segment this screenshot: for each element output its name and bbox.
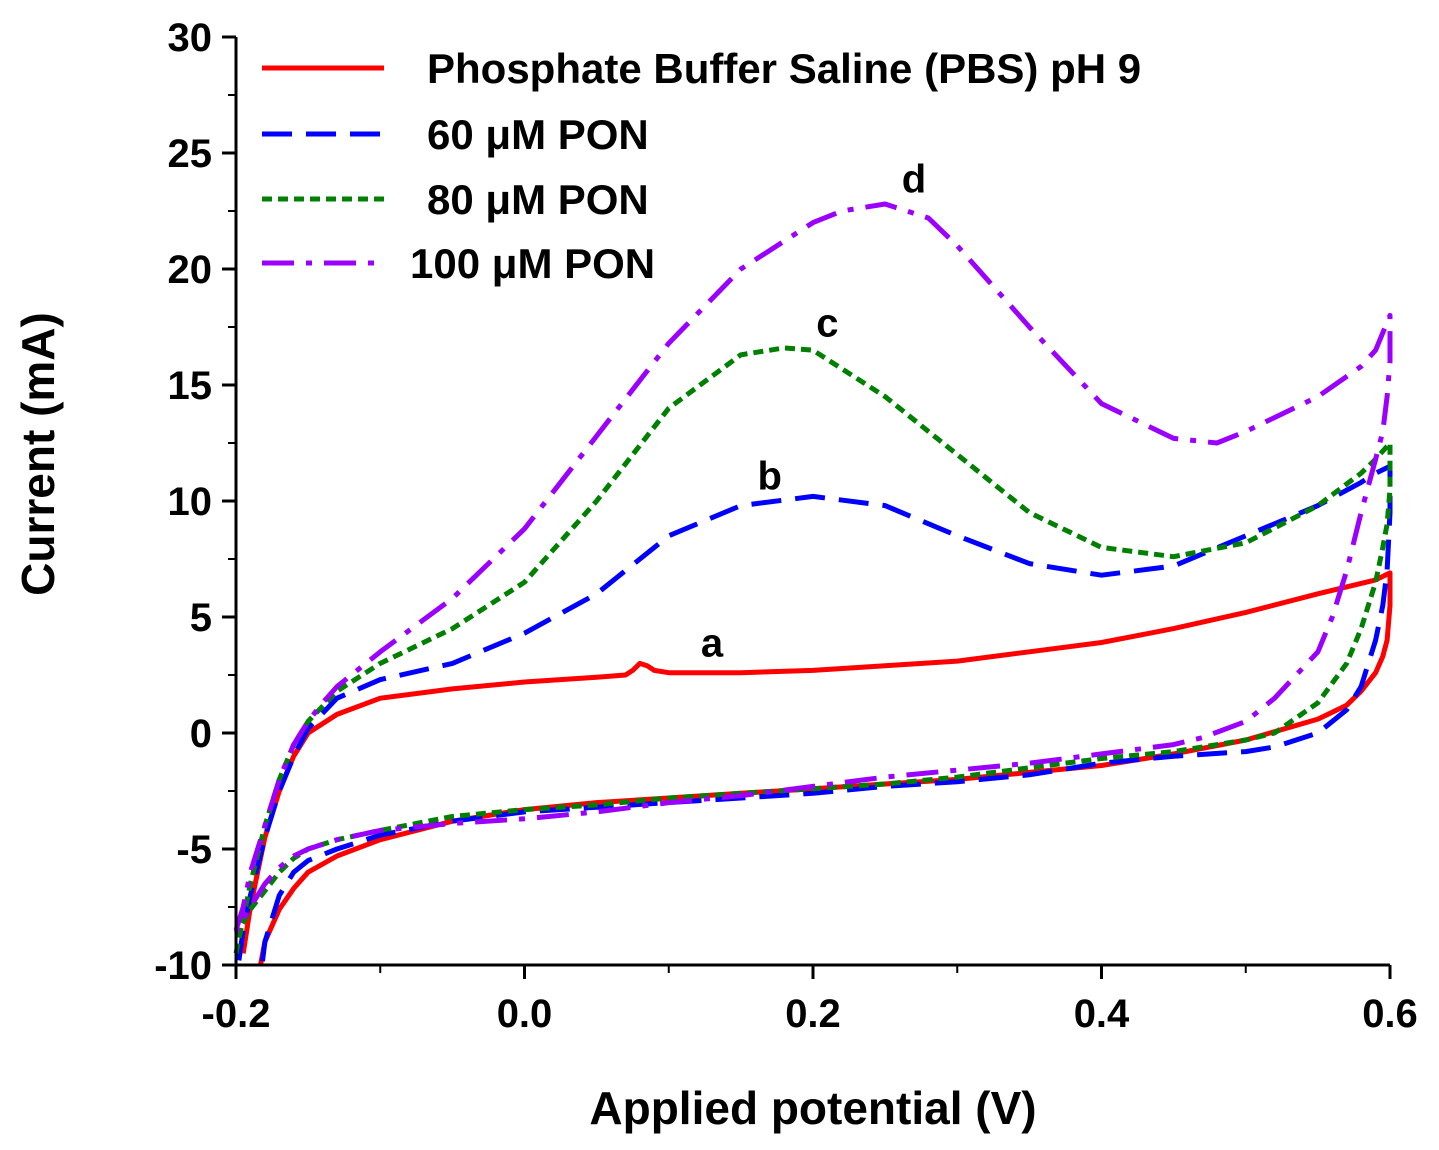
x-tick-label: 0.4 bbox=[1074, 992, 1130, 1036]
curve-label-b: b bbox=[758, 454, 782, 498]
series-line-3 bbox=[233, 345, 1393, 954]
x-tick-label: 0.0 bbox=[497, 992, 553, 1036]
curve-label-a: a bbox=[701, 621, 724, 665]
series-line-4 bbox=[233, 201, 1393, 934]
y-tick-label: 20 bbox=[168, 248, 213, 292]
y-tick-label: 0 bbox=[190, 712, 212, 756]
x-tick-label: 0.6 bbox=[1362, 992, 1418, 1036]
legend-label-3: 80 μM PON bbox=[427, 176, 649, 223]
curve-label-c: c bbox=[816, 301, 838, 345]
y-tick-label: 10 bbox=[168, 480, 213, 524]
curve-label-d: d bbox=[902, 157, 926, 201]
y-tick-label: -5 bbox=[176, 828, 212, 872]
y-tick-label: -10 bbox=[154, 944, 212, 988]
y-axis-title: Current (mA) bbox=[12, 312, 64, 596]
axes-group: -10 -5 0 5 10 15 20 25 30 -0.2 0.0 0.2 0.4 0.6 bbox=[154, 16, 1418, 1036]
series-line-2 bbox=[236, 463, 1393, 966]
x-axis-title: Applied potential (V) bbox=[589, 1082, 1036, 1134]
y-tick-label: 5 bbox=[190, 596, 212, 640]
x-tick-label: 0.2 bbox=[785, 992, 841, 1036]
y-tick-label: 15 bbox=[168, 364, 213, 408]
legend-label-2: 60 μM PON bbox=[427, 111, 649, 158]
y-tick-label: 25 bbox=[168, 132, 213, 176]
legend-label-4: 100 μM PON bbox=[410, 240, 655, 287]
series-line-1 bbox=[240, 570, 1393, 966]
legend: Phosphate Buffer Saline (PBS) pH 9 60 μM … bbox=[262, 45, 1141, 287]
x-tick-label: -0.2 bbox=[202, 992, 271, 1036]
legend-label-1: Phosphate Buffer Saline (PBS) pH 9 bbox=[427, 45, 1141, 92]
curves-group bbox=[233, 201, 1393, 966]
curve-labels-group: a b c d bbox=[701, 157, 926, 665]
y-tick-label: 30 bbox=[168, 16, 213, 60]
